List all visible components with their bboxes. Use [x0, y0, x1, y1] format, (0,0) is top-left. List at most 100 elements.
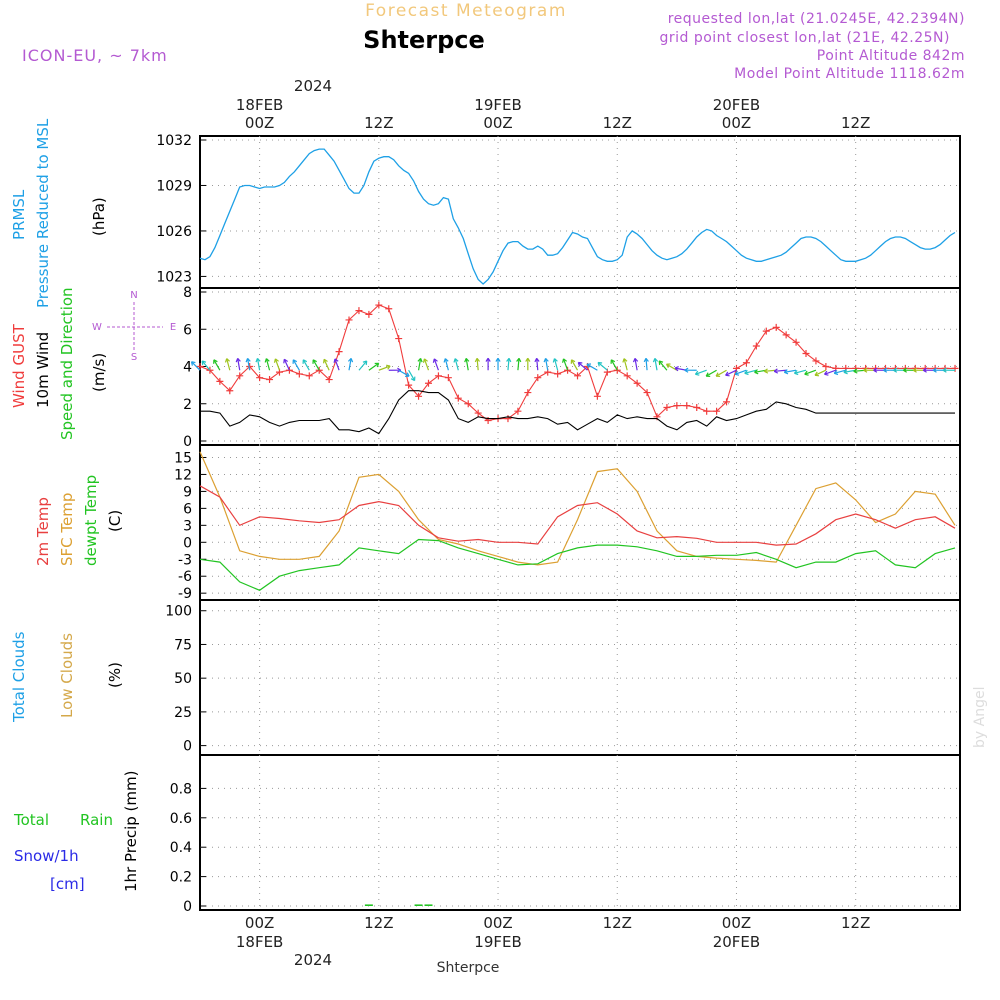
wind-arrow-head	[516, 357, 522, 363]
y-tick-label: -9	[178, 586, 192, 602]
wind-arrow-head	[597, 361, 603, 367]
wind-arrow	[794, 369, 807, 374]
y-tick-label: 6	[183, 322, 192, 338]
wind-arrow-head	[422, 358, 428, 363]
pressure-label: Pressure Reduced to MSL	[34, 118, 52, 308]
wind-arrow	[417, 358, 422, 371]
y-tick-label: 0.4	[170, 840, 192, 856]
wind-arrow-head	[912, 367, 917, 373]
y-tick-label: 0.6	[170, 811, 192, 827]
panel-frame	[199, 754, 961, 911]
gust-marker	[812, 357, 820, 365]
gust-marker	[752, 342, 760, 350]
wind-arrow-head	[292, 359, 298, 364]
wind-arrow	[408, 369, 416, 381]
wind-arrow	[312, 359, 320, 371]
gust-marker	[673, 402, 681, 410]
gust-marker	[236, 372, 244, 380]
x-tick-label-top: 00Z	[245, 114, 274, 132]
rain-bar	[364, 904, 373, 906]
wind-arrow-head	[323, 358, 328, 364]
wind-arrow	[226, 358, 231, 371]
model-altitude: Model Point Altitude 1118.62m	[734, 66, 965, 82]
wind-arrow	[577, 362, 588, 371]
wind-arrow	[764, 369, 777, 372]
wind-arrow-head	[622, 358, 628, 363]
top-year: 2024	[294, 77, 332, 95]
wind-arrow-head	[843, 369, 848, 375]
wind-arrow-head	[333, 358, 339, 363]
gust-marker	[633, 379, 641, 387]
wind-arrow-head	[793, 369, 799, 376]
wind-arrow-head	[734, 370, 740, 376]
gust-marker	[415, 392, 423, 400]
gust-marker	[693, 403, 701, 411]
wind-arrow	[302, 359, 310, 371]
t2m-line	[199, 485, 956, 546]
wind-arrow	[597, 362, 608, 371]
gust-marker	[385, 305, 393, 313]
pressure-unit: (hPa)	[90, 197, 108, 236]
gust-marker	[196, 363, 204, 370]
wind-arrow-head	[453, 358, 459, 363]
y-tick-label: 0.8	[170, 781, 192, 797]
y-tick-label: 6	[183, 501, 192, 517]
wind-arrow-head	[273, 358, 279, 363]
wind-arrow	[834, 369, 846, 374]
wind-arrow	[334, 358, 340, 371]
wind-arrow-head	[577, 361, 583, 367]
wind-arrow	[274, 358, 281, 371]
panel-frame	[199, 599, 961, 756]
wind-arrow-head	[562, 358, 568, 363]
wind-arrow	[378, 365, 391, 371]
gust-marker	[444, 374, 452, 382]
chart-marks	[190, 148, 959, 906]
wind-arrow-head	[804, 370, 809, 376]
bottom-year: 2024	[294, 951, 332, 969]
gust-marker	[395, 335, 403, 343]
wind-arrow	[398, 369, 410, 377]
gust-marker	[574, 372, 582, 380]
gust-marker	[762, 327, 770, 335]
gust-marker	[325, 376, 333, 384]
wind-unit: (m/s)	[90, 353, 108, 392]
y-tick-label: 75	[174, 637, 192, 653]
y-tick-label: 1029	[156, 178, 192, 194]
gust-marker	[256, 374, 264, 382]
gust-marker	[554, 370, 562, 378]
x-tick-date-bottom: 20FEB	[713, 933, 760, 951]
wind-arrow	[423, 358, 430, 371]
wind-arrow	[814, 369, 827, 376]
x-tick-date-bottom: 19FEB	[474, 933, 521, 951]
wind-arrow	[804, 369, 817, 375]
wind-arrow-head	[824, 370, 829, 376]
snow-label: Snow/1h	[14, 847, 79, 865]
y-tick-label: 100	[165, 604, 192, 620]
wind-arrow	[705, 369, 717, 377]
gust-marker	[613, 366, 621, 374]
wind-arrow-head	[783, 369, 789, 375]
wind-arrow	[465, 358, 469, 371]
dewpt-label: dewpt Temp	[82, 475, 100, 566]
y-tick-label: 25	[174, 705, 192, 721]
gust-marker	[742, 359, 750, 367]
y-tick-label: 0	[183, 535, 192, 551]
wind-arrow-head	[245, 357, 251, 363]
wind-arrow-head	[283, 358, 289, 364]
gust-marker	[464, 400, 472, 408]
wind-arrow-head	[201, 360, 207, 366]
y-tick-label: 1032	[156, 133, 192, 149]
dewpt-line	[199, 538, 956, 591]
temp-unit: (C)	[106, 510, 124, 532]
wind-arrow	[237, 358, 241, 371]
wind-dir-label: Speed and Direction	[58, 287, 76, 440]
gust-label: Wind GUST	[10, 323, 28, 408]
y-tick-label: 2	[183, 397, 192, 413]
wind-arrow	[623, 358, 628, 371]
wind-arrow-head	[725, 371, 730, 377]
gust-marker	[723, 398, 731, 406]
y-tick-label: 0	[183, 434, 192, 450]
wind-arrow	[545, 358, 549, 371]
